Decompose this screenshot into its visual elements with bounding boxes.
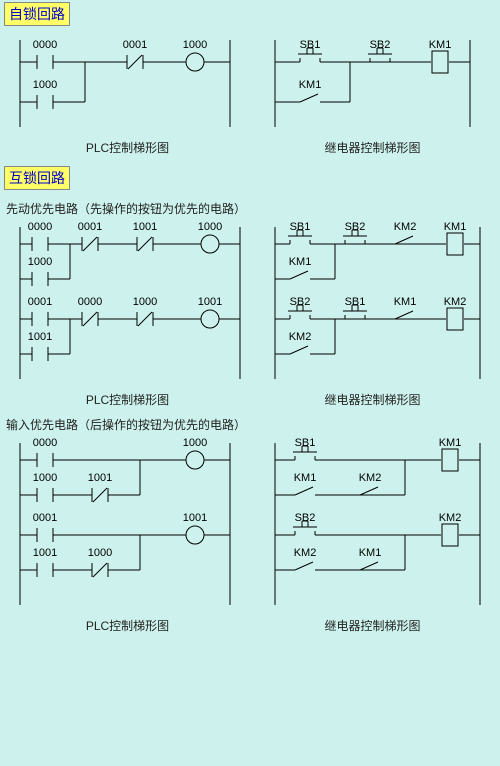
svg-text:1001: 1001 [183, 512, 207, 524]
relay-ladder-diagram: SB1 SB2 KM2 KM1 KM1 SB2 SB1 KM1 KM2 KM2 继电器控制梯形图 [255, 219, 490, 408]
svg-text:SB1: SB1 [295, 437, 316, 449]
svg-text:KM1: KM1 [429, 39, 452, 51]
svg-text:KM2: KM2 [294, 547, 317, 559]
svg-text:1000: 1000 [133, 296, 157, 308]
svg-text:1000: 1000 [198, 221, 222, 233]
svg-text:1000: 1000 [183, 39, 207, 51]
svg-text:SB1: SB1 [300, 39, 321, 51]
svg-text:KM2: KM2 [289, 331, 312, 343]
section-subtitle: 先动优先电路（先操作的按钮为优先的电路） [6, 200, 500, 217]
svg-text:1001: 1001 [33, 547, 57, 559]
plc-caption: PLC控制梯形图 [0, 391, 255, 408]
section-header: 自锁回路 [4, 2, 70, 26]
relay-caption: 继电器控制梯形图 [255, 139, 490, 156]
relay-caption: 继电器控制梯形图 [255, 617, 490, 634]
svg-text:KM1: KM1 [294, 472, 317, 484]
svg-text:0000: 0000 [28, 221, 52, 233]
svg-text:KM2: KM2 [439, 512, 462, 524]
svg-text:1000: 1000 [183, 437, 207, 449]
svg-text:KM1: KM1 [394, 296, 417, 308]
plc-ladder-diagram: 0000 0001 1001 1000 1000 0001 0000 1000 1001 1001… [0, 219, 255, 408]
svg-text:1000: 1000 [28, 256, 52, 268]
svg-text:KM2: KM2 [359, 472, 382, 484]
svg-text:KM1: KM1 [439, 437, 462, 449]
svg-text:1001: 1001 [28, 331, 52, 343]
svg-text:SB1: SB1 [290, 221, 311, 233]
svg-text:SB1: SB1 [345, 296, 366, 308]
svg-text:0000: 0000 [78, 296, 102, 308]
svg-text:1001: 1001 [133, 221, 157, 233]
plc-ladder-diagram: 0000 0001 1000 1000 PLC控制梯形图 [0, 32, 255, 156]
svg-text:SB2: SB2 [290, 296, 311, 308]
section-subtitle: 输入优先电路（后操作的按钮为优先的电路） [6, 416, 500, 433]
plc-caption: PLC控制梯形图 [0, 617, 255, 634]
svg-text:1000: 1000 [88, 547, 112, 559]
diagram-pair: 0000 1000 1000 1001 0001 1001 1001 1000 PLC控制梯形图… [0, 435, 500, 634]
svg-text:1000: 1000 [33, 472, 57, 484]
page-root: 自锁回路 0000 0001 1000 1000 PLC控制梯形图 SB1 SB2 KM1 KM1… [0, 0, 500, 634]
svg-text:1001: 1001 [198, 296, 222, 308]
svg-text:SB2: SB2 [345, 221, 366, 233]
svg-text:0001: 0001 [28, 296, 52, 308]
svg-text:0001: 0001 [123, 39, 147, 51]
svg-text:KM2: KM2 [444, 296, 467, 308]
svg-text:KM1: KM1 [359, 547, 382, 559]
svg-text:SB2: SB2 [370, 39, 391, 51]
svg-text:1001: 1001 [88, 472, 112, 484]
svg-text:KM2: KM2 [394, 221, 417, 233]
svg-text:0001: 0001 [78, 221, 102, 233]
svg-text:KM1: KM1 [444, 221, 467, 233]
plc-ladder-diagram: 0000 1000 1000 1001 0001 1001 1001 1000 PLC控制梯形图 [0, 435, 255, 634]
svg-text:KM1: KM1 [299, 79, 322, 91]
svg-text:KM1: KM1 [289, 256, 312, 268]
svg-text:0000: 0000 [33, 437, 57, 449]
relay-caption: 继电器控制梯形图 [255, 391, 490, 408]
svg-text:0000: 0000 [33, 39, 57, 51]
section-header: 互锁回路 [4, 166, 70, 190]
svg-text:0001: 0001 [33, 512, 57, 524]
svg-text:1000: 1000 [33, 79, 57, 91]
svg-text:SB2: SB2 [295, 512, 316, 524]
diagram-pair: 0000 0001 1000 1000 PLC控制梯形图 SB1 SB2 KM1 KM1 继电器控… [0, 32, 500, 156]
relay-ladder-diagram: SB1 KM1 KM1 KM2 SB2 KM2 KM2 KM1 继电器控制梯形图 [255, 435, 490, 634]
relay-ladder-diagram: SB1 SB2 KM1 KM1 继电器控制梯形图 [255, 32, 490, 156]
plc-caption: PLC控制梯形图 [0, 139, 255, 156]
diagram-pair: 0000 0001 1001 1000 1000 0001 0000 1000 1001 1001… [0, 219, 500, 408]
